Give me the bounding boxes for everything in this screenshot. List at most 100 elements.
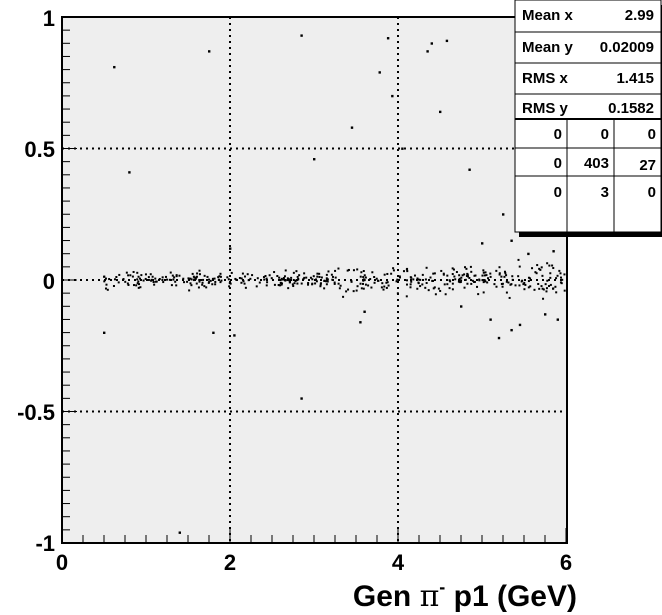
- stats-value-rms-y: 0.1582: [608, 100, 654, 117]
- data-point: [507, 281, 510, 284]
- data-point: [442, 272, 445, 275]
- data-point: [446, 274, 449, 277]
- data-point: [410, 276, 413, 279]
- stats-label-rms-x: RMS x: [522, 70, 569, 87]
- data-point: [203, 285, 206, 288]
- data-point-outlier: [208, 50, 211, 53]
- data-point: [266, 281, 269, 284]
- data-point: [334, 276, 337, 279]
- data-point: [362, 282, 365, 285]
- data-point: [292, 285, 295, 288]
- data-point: [380, 286, 383, 289]
- data-point-outlier: [391, 94, 394, 98]
- data-point: [405, 283, 408, 286]
- data-point: [136, 278, 139, 281]
- data-point: [483, 279, 486, 282]
- data-point: [278, 276, 281, 279]
- data-point: [552, 287, 555, 290]
- data-point: [297, 278, 300, 281]
- data-point: [500, 275, 503, 278]
- data-point: [164, 275, 167, 278]
- data-point: [288, 281, 291, 284]
- data-point: [417, 281, 420, 284]
- data-point: [241, 272, 244, 275]
- data-point: [168, 278, 171, 281]
- data-point-outlier: [502, 213, 505, 216]
- data-point: [548, 264, 551, 267]
- data-point: [533, 288, 536, 291]
- data-point: [262, 276, 265, 279]
- data-point: [390, 272, 393, 275]
- data-point-outlier: [300, 34, 303, 37]
- data-point: [524, 283, 527, 286]
- data-point: [451, 288, 454, 291]
- stats-label-mean-x: Mean x: [522, 7, 574, 24]
- data-point: [548, 285, 551, 288]
- data-point: [529, 277, 532, 280]
- data-point: [437, 287, 440, 290]
- data-point: [503, 270, 506, 273]
- y-tick-label-neg1: -1: [35, 531, 55, 556]
- data-point: [318, 275, 321, 278]
- data-point: [517, 275, 520, 278]
- data-point: [342, 295, 345, 298]
- data-point: [514, 284, 517, 287]
- data-point: [139, 277, 142, 280]
- data-point: [150, 279, 153, 282]
- data-point-outlier: [527, 252, 530, 256]
- data-point: [541, 274, 544, 277]
- data-point: [381, 282, 384, 285]
- data-point: [325, 277, 328, 280]
- stats-value-mean-y: 0.02009: [600, 39, 654, 56]
- data-point: [218, 275, 221, 278]
- data-point: [127, 274, 130, 277]
- data-point: [382, 288, 385, 291]
- data-point: [219, 272, 222, 275]
- data-point: [319, 283, 322, 286]
- data-point: [451, 267, 454, 270]
- data-point: [517, 258, 520, 261]
- data-point: [307, 283, 310, 286]
- data-point: [286, 279, 289, 282]
- data-point: [540, 285, 543, 288]
- data-point: [539, 268, 542, 271]
- data-point: [508, 296, 511, 299]
- data-point: [537, 282, 540, 285]
- data-point: [320, 276, 323, 279]
- data-point: [158, 277, 161, 280]
- data-point: [523, 288, 526, 291]
- data-point: [486, 281, 489, 284]
- data-point: [190, 278, 193, 281]
- data-point: [147, 276, 150, 279]
- data-point: [434, 293, 437, 296]
- overflow-cell: 0: [648, 184, 656, 201]
- data-point: [338, 287, 341, 290]
- data-point: [373, 281, 376, 284]
- data-point: [460, 276, 463, 279]
- data-point: [395, 280, 398, 283]
- data-point: [529, 285, 532, 288]
- data-point: [345, 290, 348, 293]
- data-point: [561, 278, 564, 281]
- data-point: [449, 280, 452, 283]
- data-point: [144, 277, 147, 280]
- data-point: [166, 278, 169, 281]
- data-point: [137, 286, 140, 289]
- data-point: [115, 276, 118, 279]
- data-point: [314, 282, 317, 285]
- data-point: [500, 282, 503, 285]
- data-point: [360, 287, 363, 290]
- data-point: [498, 273, 501, 276]
- data-point: [337, 282, 340, 285]
- data-point-outlier: [350, 126, 354, 129]
- data-point: [198, 273, 201, 276]
- data-point: [161, 278, 164, 281]
- data-point: [214, 283, 217, 286]
- data-point: [498, 266, 501, 269]
- data-point: [355, 289, 358, 292]
- data-point: [295, 279, 298, 282]
- data-point-outlier: [378, 71, 381, 74]
- data-point-outlier: [212, 331, 215, 334]
- data-point: [323, 287, 326, 290]
